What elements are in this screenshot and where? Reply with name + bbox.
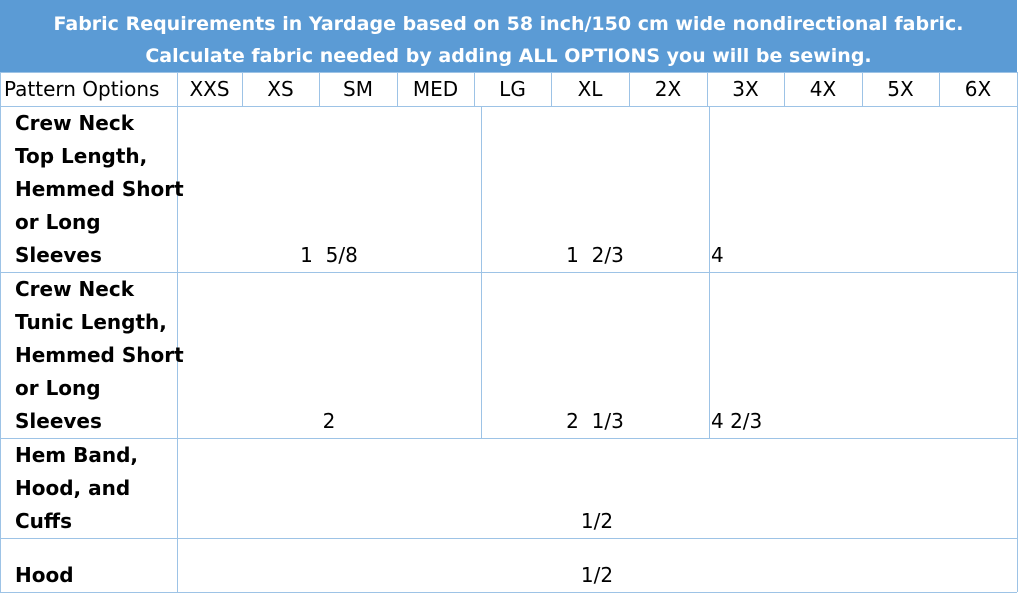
border [707,72,708,106]
row-label: Sleeves [15,409,102,433]
border [939,72,940,106]
cell-value: 1/2 [580,509,614,533]
border [784,72,785,106]
row-label: or Long [15,376,101,400]
border [709,272,710,438]
column-header: 5X [887,77,914,101]
cell-value: 1 5/8 [300,243,358,267]
border [474,72,475,106]
row-label: or Long [15,210,101,234]
row-label: Hem Band, [15,443,138,467]
row-label: Hemmed Short [15,177,184,201]
column-header: MED [412,77,459,101]
column-header: 4X [809,77,837,101]
border [0,538,1017,539]
border [177,272,178,438]
border [1017,106,1018,272]
column-header: XXS [189,77,230,101]
border [0,72,1017,73]
cell-value: 1/2 [580,563,614,587]
row-label: Hemmed Short [15,343,184,367]
border [0,272,1017,273]
column-header: XS [267,77,294,101]
border [397,72,398,106]
border [177,72,178,106]
border [551,72,552,106]
border [0,538,1,592]
row-label: Sleeves [15,243,102,267]
cell-value: 1 2/3 [566,243,624,267]
column-header: LG [499,77,526,101]
column-header: 3X [732,77,759,101]
border [0,106,1017,107]
border [319,72,320,106]
row-label: Tunic Length, [15,310,167,334]
border [177,538,178,592]
border [481,272,482,438]
column-header: 2X [654,77,682,101]
row-label: Top Length, [15,144,148,168]
border [1017,538,1018,592]
row-label: Hood, and [15,476,131,500]
column-header: Pattern Options [4,77,160,101]
border [177,438,178,538]
row-label: Hood [15,563,74,587]
border [0,438,1017,439]
border [0,272,1,438]
header-line: Fabric Requirements in Yardage based on … [53,13,964,35]
cell-value: 4 2/3 [711,409,763,433]
border [0,72,1,106]
border [242,72,243,106]
border [862,72,863,106]
column-header: XL [577,77,603,101]
border [629,72,630,106]
row-label: Crew Neck [15,111,135,135]
row-label: Cuffs [15,509,73,533]
header-band [0,0,1017,72]
border [177,106,178,272]
cell-value: 4 [711,243,724,267]
column-header: SM [343,77,373,101]
border [1017,438,1018,538]
cell-value: 2 1/3 [566,409,624,433]
border [0,438,1,538]
border [709,106,710,272]
row-label: Crew Neck [15,277,135,301]
header-line: Calculate fabric needed by adding ALL OP… [145,45,872,67]
border [0,592,1017,593]
border [481,106,482,272]
cell-value: 2 [322,409,336,433]
border [1017,72,1018,106]
column-header: 6X [964,77,992,101]
border [1017,272,1018,438]
border [0,106,1,272]
